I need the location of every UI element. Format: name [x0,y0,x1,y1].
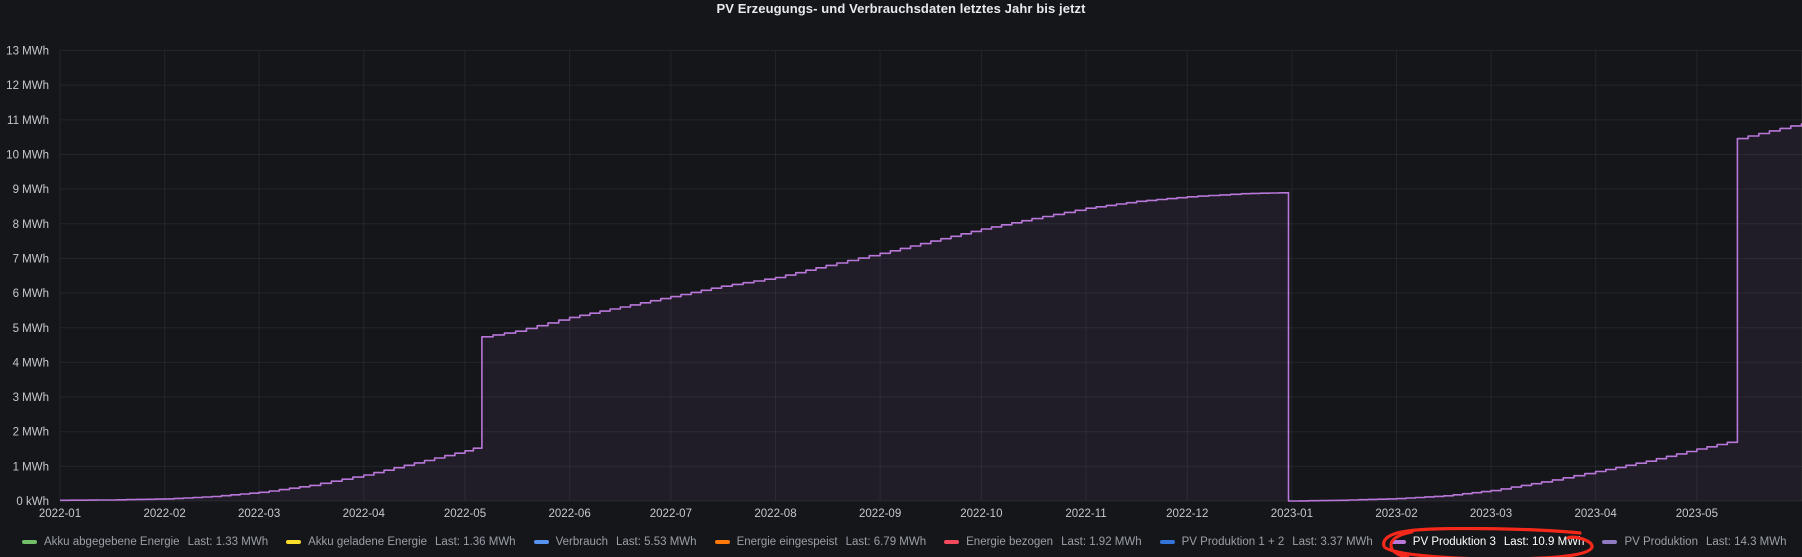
y-axis-tick-label: 5 MWh [13,323,49,335]
legend-item-verbrauch[interactable]: Verbrauch Last: 5.53 MWh [533,536,697,548]
series-color-swatch [1602,540,1618,544]
x-axis-tick-label: 2022-09 [859,508,901,520]
x-axis-tick-label: 2022-05 [444,508,486,520]
series-line-pv-produktion-3 [60,123,1802,502]
legend-item-akku-abgegebene-energie[interactable]: Akku abgegebene Energie Last: 1.33 MWh [22,536,268,548]
y-axis-tick-label: 13 MWh [6,46,49,58]
x-axis-tick-label: 2023-02 [1375,508,1417,520]
legend-series-name[interactable]: Energie eingespeist [736,536,838,548]
legend-series-name[interactable]: PV Produktion [1624,536,1698,548]
x-axis-tick-label: 2022-06 [549,508,591,520]
legend-last-value: Last: 5.53 MWh [616,536,697,548]
legend-item-energie-eingespeist[interactable]: Energie eingespeist Last: 6.79 MWh [714,536,927,548]
y-axis-tick-label: 8 MWh [13,219,49,231]
legend-last-value: Last: 1.36 MWh [435,536,516,548]
series-color-swatch [944,540,960,544]
y-axis-tick-label: 11 MWh [7,115,49,127]
legend-series-name[interactable]: PV Produktion 1 + 2 [1181,536,1285,548]
legend-last-value: Last: 1.92 MWh [1061,536,1142,548]
x-axis-tick-label: 2022-12 [1166,508,1208,520]
legend-series-name[interactable]: Akku abgegebene Energie [44,536,180,548]
legend-item-pv-produktion-3[interactable]: PV Produktion 3 Last: 10.9 MWh [1381,527,1594,557]
x-axis-tick-label: 2022-03 [238,508,280,520]
legend-last-value: Last: 10.9 MWh [1503,536,1585,548]
series-color-swatch [1390,540,1406,544]
y-axis-tick-label: 12 MWh [6,80,49,92]
y-axis-tick-label: 4 MWh [13,357,49,369]
legend-series-name[interactable]: PV Produktion 3 [1412,536,1496,548]
series-color-swatch [286,540,302,544]
legend-series-name[interactable]: Verbrauch [555,536,609,548]
legend: Akku abgegebene Energie Last: 1.33 MWh Akk… [22,527,1802,557]
series-area-fill [60,123,1802,502]
series-color-swatch [533,540,549,544]
legend-last-value: Last: 6.79 MWh [845,536,927,548]
legend-series-name[interactable]: Energie bezogen [966,536,1054,548]
x-axis-tick-label: 2022-11 [1065,508,1106,520]
series-color-swatch [1159,540,1175,544]
x-axis-tick-label: 2023-05 [1676,508,1718,520]
x-axis-tick-label: 2022-01 [39,508,81,520]
timeseries-chart-area[interactable]: 0 kWh 1 MWh 2 MWh 3 MWh 4 MWh 5 MWh 6 MWh 7 MWh… [0,0,1802,527]
legend-last-value: Last: 3.37 MWh [1292,536,1373,548]
x-axis-tick-label: 2022-04 [343,508,386,520]
x-axis-tick-label: 2022-08 [754,508,796,520]
legend-last-value: Last: 1.33 MWh [187,536,269,548]
x-axis-tick-label: 2022-07 [650,508,692,520]
y-axis-tick-label: 10 MWh [6,150,49,162]
y-axis-tick-label: 2 MWh [13,427,49,439]
series-color-swatch [22,540,37,544]
series-color-swatch [714,540,730,544]
y-axis-tick-label: 7 MWh [13,253,49,265]
x-axis-tick-label: 2023-03 [1470,508,1512,520]
y-axis-tick-label: 1 MWh [13,461,49,473]
panel-title: PV Erzeugungs- und Verbrauchsdaten letzt… [716,1,1086,16]
y-axis-tick-label: 0 kWh [16,496,49,508]
legend-last-value: Last: 14.3 MWh [1705,536,1787,548]
legend-item-energie-bezogen[interactable]: Energie bezogen Last: 1.92 MWh [944,536,1142,548]
legend-item-akku-geladene-energie[interactable]: Akku geladene Energie Last: 1.36 MWh [286,536,516,548]
x-axis-tick-label: 2022-10 [960,508,1002,520]
y-axis-tick-label: 3 MWh [13,392,49,404]
legend-item-pv-produktion-1-2[interactable]: PV Produktion 1 + 2 Last: 3.37 MWh [1159,536,1373,548]
y-axis-tick-label: 6 MWh [13,288,49,300]
x-axis-tick-label: 2022-02 [144,508,186,520]
legend-item-pv-produktion[interactable]: PV Produktion Last: 14.3 MWh [1602,536,1787,548]
x-axis-tick-label: 2023-01 [1271,508,1313,520]
legend-series-name[interactable]: Akku geladene Energie [308,536,428,548]
x-axis-tick-label: 2023-04 [1575,508,1618,520]
y-axis-tick-label: 9 MWh [13,184,49,196]
